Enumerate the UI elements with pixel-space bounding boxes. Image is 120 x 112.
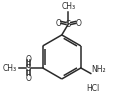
Text: O: O [56, 19, 61, 28]
Text: O: O [25, 74, 31, 83]
Text: O: O [75, 19, 81, 28]
Text: HCl: HCl [86, 84, 100, 93]
Text: NH₂: NH₂ [91, 64, 106, 73]
Text: S: S [66, 20, 71, 29]
Text: CH₃: CH₃ [2, 64, 16, 73]
Text: S: S [26, 64, 31, 73]
Text: CH₃: CH₃ [61, 2, 75, 11]
Text: O: O [25, 54, 31, 63]
